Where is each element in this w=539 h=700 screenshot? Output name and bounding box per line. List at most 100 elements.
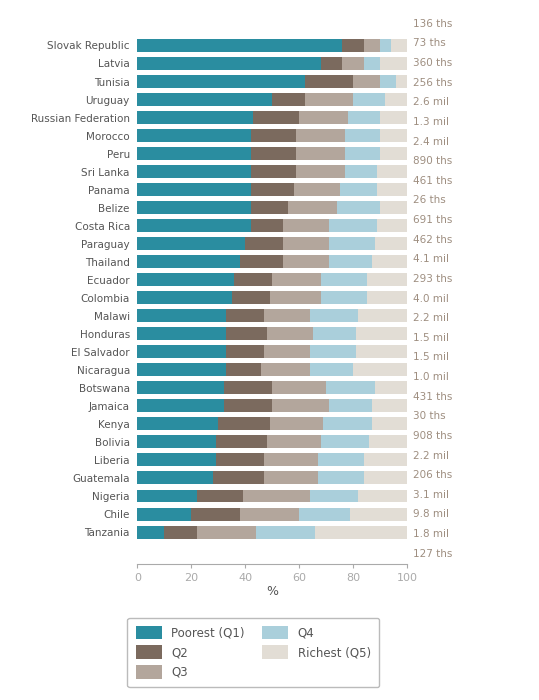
- Text: 1.0 mil: 1.0 mil: [413, 372, 450, 382]
- Text: 360 ths: 360 ths: [413, 58, 453, 68]
- Text: 908 ths: 908 ths: [413, 431, 453, 441]
- Bar: [356, 345, 407, 358]
- Bar: [348, 111, 380, 124]
- Text: 1.8 mil: 1.8 mil: [413, 529, 450, 539]
- Bar: [372, 400, 407, 412]
- Bar: [310, 363, 353, 377]
- Bar: [380, 147, 407, 160]
- Bar: [256, 526, 315, 538]
- Text: 293 ths: 293 ths: [413, 274, 453, 284]
- Bar: [272, 93, 305, 106]
- Bar: [137, 435, 216, 449]
- Bar: [329, 219, 377, 232]
- Bar: [283, 256, 329, 268]
- Bar: [329, 237, 375, 250]
- Bar: [137, 57, 321, 70]
- Bar: [372, 256, 407, 268]
- Bar: [326, 382, 375, 394]
- X-axis label: %: %: [266, 585, 278, 598]
- Text: 3.1 mil: 3.1 mil: [413, 490, 450, 500]
- Bar: [380, 57, 407, 70]
- Bar: [358, 309, 407, 322]
- Text: 30 ths: 30 ths: [413, 412, 446, 421]
- Bar: [264, 454, 318, 466]
- Bar: [137, 129, 251, 142]
- Bar: [137, 237, 245, 250]
- Bar: [299, 111, 348, 124]
- Bar: [342, 57, 364, 70]
- Bar: [369, 435, 407, 449]
- Bar: [226, 345, 264, 358]
- Bar: [353, 93, 385, 106]
- Text: 4.0 mil: 4.0 mil: [413, 293, 450, 304]
- Text: 4.1 mil: 4.1 mil: [413, 254, 450, 265]
- Bar: [299, 508, 350, 521]
- Bar: [321, 57, 342, 70]
- Bar: [240, 256, 283, 268]
- Text: 127 ths: 127 ths: [413, 549, 453, 559]
- Bar: [137, 382, 224, 394]
- Bar: [240, 508, 299, 521]
- Text: 2.6 mil: 2.6 mil: [413, 97, 450, 107]
- Bar: [226, 363, 261, 377]
- Bar: [305, 75, 353, 88]
- Bar: [296, 165, 345, 178]
- Bar: [137, 328, 226, 340]
- Bar: [380, 39, 391, 52]
- Bar: [264, 309, 310, 322]
- Bar: [283, 237, 329, 250]
- Text: 136 ths: 136 ths: [413, 19, 453, 29]
- Bar: [391, 39, 407, 52]
- Bar: [251, 219, 283, 232]
- Bar: [385, 93, 407, 106]
- Bar: [372, 417, 407, 430]
- Text: 2.2 mil: 2.2 mil: [413, 313, 450, 323]
- Bar: [353, 75, 380, 88]
- Bar: [310, 309, 358, 322]
- Bar: [137, 111, 253, 124]
- Bar: [267, 328, 313, 340]
- Bar: [288, 201, 337, 214]
- Bar: [313, 328, 356, 340]
- Bar: [318, 454, 364, 466]
- Bar: [358, 489, 407, 503]
- Bar: [272, 382, 326, 394]
- Bar: [216, 435, 267, 449]
- Bar: [350, 508, 407, 521]
- Bar: [337, 201, 380, 214]
- Bar: [345, 129, 380, 142]
- Bar: [264, 472, 318, 484]
- Bar: [234, 273, 272, 286]
- Bar: [137, 183, 251, 196]
- Bar: [137, 400, 224, 412]
- Bar: [329, 256, 372, 268]
- Bar: [323, 417, 372, 430]
- Bar: [329, 400, 372, 412]
- Bar: [137, 291, 232, 304]
- Bar: [310, 345, 356, 358]
- Bar: [342, 39, 364, 52]
- Bar: [137, 219, 251, 232]
- Bar: [164, 526, 197, 538]
- Bar: [253, 111, 299, 124]
- Bar: [137, 93, 272, 106]
- Bar: [294, 183, 340, 196]
- Bar: [356, 328, 407, 340]
- Bar: [197, 489, 243, 503]
- Bar: [137, 309, 226, 322]
- Bar: [375, 382, 407, 394]
- Bar: [296, 147, 345, 160]
- Text: 2.2 mil: 2.2 mil: [413, 451, 450, 461]
- Bar: [261, 363, 310, 377]
- Bar: [137, 201, 251, 214]
- Bar: [137, 417, 218, 430]
- Bar: [213, 472, 264, 484]
- Bar: [321, 273, 367, 286]
- Bar: [296, 129, 345, 142]
- Bar: [245, 237, 283, 250]
- Bar: [380, 111, 407, 124]
- Bar: [321, 435, 369, 449]
- Bar: [367, 291, 407, 304]
- Bar: [380, 129, 407, 142]
- Bar: [267, 435, 321, 449]
